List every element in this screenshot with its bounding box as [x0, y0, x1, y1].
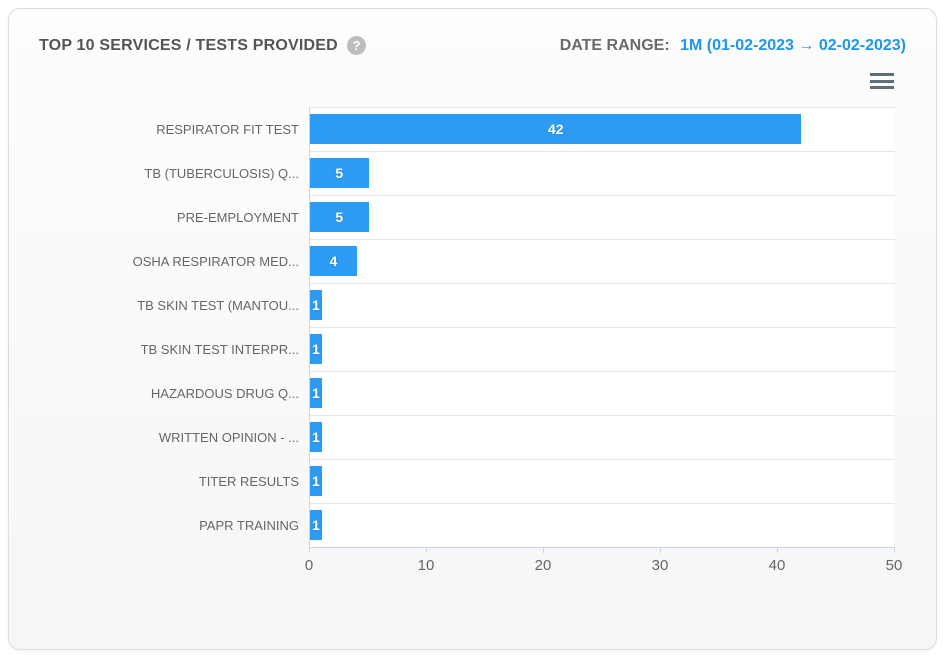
category-label: OSHA RESPIRATOR MED...	[132, 253, 299, 269]
hamburger-icon	[870, 73, 894, 76]
chart-bar-7[interactable]: 1	[310, 422, 322, 452]
category-label: WRITTEN OPINION - ...	[158, 429, 299, 445]
category-label: PAPR TRAINING	[199, 517, 299, 533]
chart-bar-9[interactable]: 1	[310, 510, 322, 540]
chart-bar-0[interactable]: 42	[310, 114, 802, 144]
date-range-value: 1M (01-02-2023 → 02-02-2023)	[680, 36, 906, 54]
chart-bar-3[interactable]: 4	[310, 246, 357, 276]
x-axis-tick	[543, 547, 544, 553]
chart-menu-button[interactable]	[870, 73, 894, 89]
category-label: HAZARDOUS DRUG Q...	[150, 385, 299, 401]
hamburger-icon	[870, 86, 894, 89]
category-label: TITER RESULTS	[198, 473, 299, 489]
category-label: TB SKIN TEST (MANTOU...	[137, 297, 299, 313]
card-header: TOP 10 SERVICES / TESTS PROVIDED ? DATE …	[39, 36, 906, 55]
x-tick-label: 20	[534, 557, 552, 574]
bar-value-label: 1	[311, 341, 320, 357]
category-label: PRE-EMPLOYMENT	[176, 209, 299, 225]
x-tick-label: 50	[885, 557, 903, 574]
category-label: TB SKIN TEST INTERPR...	[140, 341, 299, 357]
bar-value-label: 4	[329, 253, 338, 269]
x-tick-label: 30	[651, 557, 669, 574]
chart-bar-5[interactable]: 1	[310, 334, 322, 364]
category-label: RESPIRATOR FIT TEST	[156, 121, 299, 137]
bar-value-label: 1	[311, 429, 320, 445]
gridline	[309, 151, 895, 152]
help-icon[interactable]: ?	[346, 36, 366, 55]
x-tick-label: 10	[417, 557, 435, 574]
y-axis-line	[309, 107, 310, 547]
gridline	[309, 371, 895, 372]
x-axis-line	[309, 547, 895, 548]
x-axis-tick	[894, 547, 895, 553]
card-title: TOP 10 SERVICES / TESTS PROVIDED	[39, 36, 338, 54]
gridline	[309, 239, 895, 240]
bar-value-label: 5	[335, 165, 344, 181]
category-label: TB (TUBERCULOSIS) Q...	[144, 165, 299, 181]
x-axis-tick	[309, 547, 310, 553]
x-axis-tick	[660, 547, 661, 553]
gridline	[309, 107, 895, 108]
bar-value-label: 1	[311, 297, 320, 313]
gridline	[309, 415, 895, 416]
chart-bar-6[interactable]: 1	[310, 378, 322, 408]
x-tick-label: 40	[768, 557, 786, 574]
chart-bar-4[interactable]: 1	[310, 290, 322, 320]
gridline	[309, 283, 895, 284]
chart-bar-8[interactable]: 1	[310, 466, 322, 496]
gridline	[309, 459, 895, 460]
bar-chart: RESPIRATOR FIT TEST 42 TB (TUBERCULOSIS) Q…	[9, 9, 936, 649]
bar-value-label: 1	[311, 517, 320, 533]
x-tick-label: 0	[304, 557, 314, 574]
date-range-label: DATE RANGE:	[559, 36, 670, 54]
x-axis-tick	[777, 547, 778, 553]
bar-value-label: 1	[311, 473, 320, 489]
x-axis-tick	[426, 547, 427, 553]
bar-value-label: 42	[547, 121, 564, 137]
chart-bar-2[interactable]: 5	[310, 202, 369, 232]
date-range: DATE RANGE: 1M (01-02-2023 → 02-02-2023)	[560, 37, 906, 55]
card-title-group: TOP 10 SERVICES / TESTS PROVIDED ?	[39, 36, 366, 55]
bar-value-label: 1	[311, 385, 320, 401]
chart-card: TOP 10 SERVICES / TESTS PROVIDED ? DATE …	[8, 8, 937, 650]
hamburger-icon	[870, 79, 894, 83]
gridline	[309, 327, 895, 328]
chart-bar-1[interactable]: 5	[310, 158, 369, 188]
gridline	[309, 503, 895, 504]
bar-value-label: 5	[335, 209, 344, 225]
gridline	[309, 195, 895, 196]
